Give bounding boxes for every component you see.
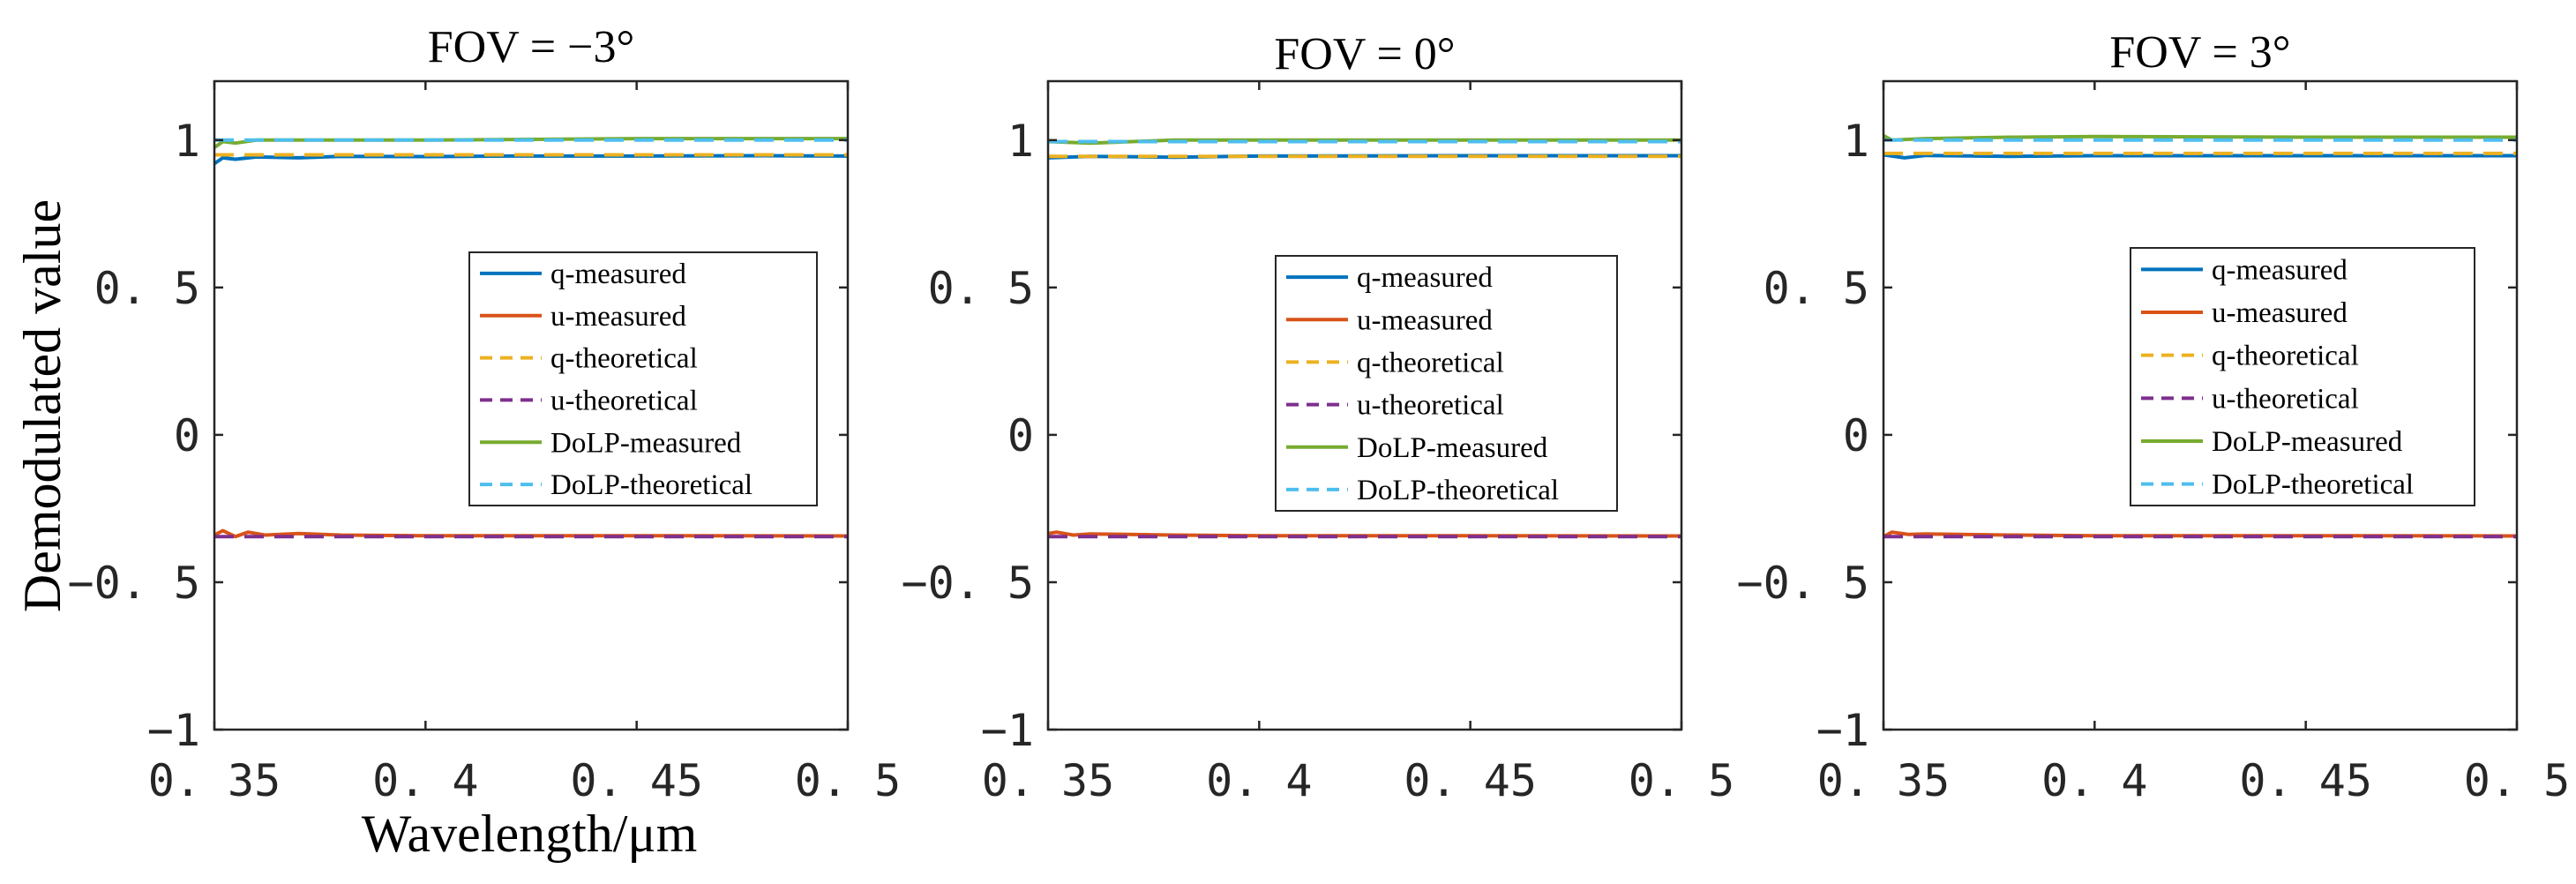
axes-box (213, 79, 850, 731)
chart-title: FOV = 0° (1274, 29, 1455, 79)
y-tick-label: 0 (1007, 410, 1034, 461)
y-tick-label: −1 (1816, 705, 1869, 756)
legend: q-measured u-measured q-theoretical u-theor… (1275, 255, 1618, 512)
y-tick-label: 0. 5 (928, 263, 1034, 314)
y-tick-label: 1 (1843, 116, 1869, 167)
legend-label-q-measured: q-measured (1357, 262, 1493, 294)
y-tick-label: 0. 5 (1764, 263, 1869, 314)
y-tick-label: −1 (147, 705, 200, 756)
x-tick-label: 0. 35 (1817, 755, 1951, 806)
legend-label-DoLP-theoretical: DoLP-theoretical (2212, 469, 2414, 501)
series-line-u-measured (1048, 530, 1681, 538)
y-tick-label: −0. 5 (67, 558, 200, 609)
series-line-u-measured (1883, 530, 2517, 538)
series-group (1048, 138, 1681, 539)
y-tick-label: −0. 5 (901, 558, 1034, 609)
x-tick-label: 0. 4 (1206, 755, 1312, 806)
x-tick-label: 0. 45 (1404, 755, 1537, 806)
y-tick-label: 1 (1007, 116, 1034, 167)
legend-label-u-theoretical: u-theoretical (550, 385, 698, 416)
y-tick-label: 1 (174, 116, 200, 167)
y-tick-label: −0. 5 (1736, 558, 1869, 609)
chart-panel-3: FOV = 3° −1 −0. 5 0 0. 5 1 0. 35 0. 4 0. 45 0. 5 q… (1736, 27, 2570, 806)
legend-label-q-measured: q-measured (2212, 254, 2348, 286)
legend-label-u-measured: u-measured (550, 301, 686, 333)
y-tick-label: 0 (174, 410, 200, 461)
x-tick-label: 0. 4 (372, 755, 478, 806)
legend-label-u-theoretical: u-theoretical (1357, 390, 1504, 422)
legend-label-q-measured: q-measured (550, 258, 686, 290)
x-tick-label: 0. 5 (1629, 755, 1734, 806)
chart-panel-2: FOV = 0° −1 −0. 5 0 0. 5 1 0. 35 0. 4 0. 45 0. 5 q… (901, 29, 1734, 806)
y-tick-label: 0. 5 (94, 263, 200, 314)
axes-box (1046, 79, 1683, 731)
legend-box (1275, 255, 1618, 512)
chart-title: FOV = 3° (2109, 27, 2290, 78)
y-tick-label: −1 (981, 705, 1034, 756)
axes-box (1882, 79, 2519, 731)
legend: q-measured u-measured q-theoretical u-theor… (2130, 247, 2475, 506)
chart-panel-1: FOV = −3° −1 −0. 5 0 0. 5 1 0. 35 0. 4 0. 45 0. 5… (67, 22, 901, 806)
legend-label-u-measured: u-measured (2212, 297, 2348, 329)
legend-label-q-theoretical: q-theoretical (2212, 341, 2359, 372)
legend-label-DoLP-measured: DoLP-measured (2212, 426, 2403, 458)
series-group (214, 137, 848, 539)
legend: q-measured u-measured q-theoretical u-theor… (468, 251, 818, 506)
x-tick-label: 0. 4 (2041, 755, 2147, 806)
legend-box (468, 251, 818, 506)
legend-label-DoLP-measured: DoLP-measured (1357, 432, 1548, 464)
legend-label-u-theoretical: u-theoretical (2212, 383, 2359, 415)
y-tick-label: 0 (1843, 410, 1869, 461)
legend-label-u-measured: u-measured (1357, 304, 1493, 336)
series-line-q-measured (1883, 153, 2517, 160)
x-tick-label: 0. 45 (570, 755, 703, 806)
legend-label-q-theoretical: q-theoretical (550, 343, 698, 375)
legend-label-DoLP-theoretical: DoLP-theoretical (550, 469, 753, 501)
x-tick-label: 0. 5 (2464, 755, 2570, 806)
legend-box (2130, 247, 2475, 506)
legend-label-q-theoretical: q-theoretical (1357, 347, 1504, 378)
chart-title: FOV = −3° (428, 22, 635, 72)
y-axis-label: Demodulated value (13, 199, 71, 612)
x-tick-label: 0. 45 (2239, 755, 2372, 806)
legend-label-DoLP-theoretical: DoLP-theoretical (1357, 475, 1559, 506)
legend-label-DoLP-measured: DoLP-measured (550, 427, 742, 459)
x-tick-label: 0. 5 (795, 755, 901, 806)
x-axis-label: Wavelength/μm (362, 805, 698, 863)
x-tick-label: 0. 35 (982, 755, 1115, 806)
x-tick-label: 0. 35 (148, 755, 281, 806)
